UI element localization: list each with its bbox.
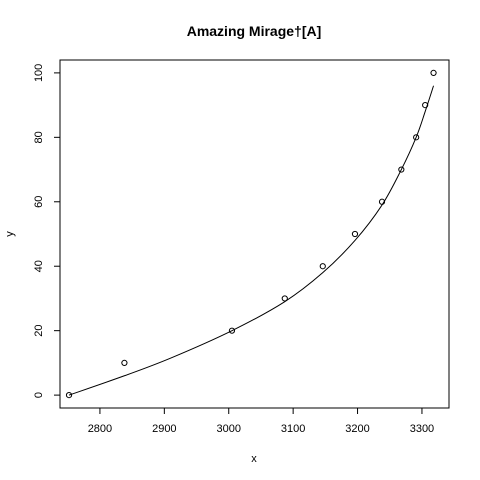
data-points: [65, 69, 437, 399]
chart-title: Amazing Mirage†[A]: [187, 23, 322, 39]
data-point: [422, 102, 429, 109]
data-point: [378, 198, 386, 205]
data-point: [228, 327, 236, 334]
data-point: [398, 166, 405, 173]
fit-curve: [68, 85, 435, 396]
x-axis-label: x: [251, 453, 257, 465]
x-tick-label: 3100: [281, 423, 305, 435]
y-tick-label: 60: [33, 196, 45, 208]
data-point: [351, 230, 359, 238]
y-axis-label: y: [4, 231, 16, 237]
y-axis: 0 20 40 60 80 100: [33, 64, 60, 398]
x-tick-label: 2800: [88, 423, 112, 435]
data-point: [121, 359, 128, 366]
data-point: [281, 295, 288, 302]
x-tick-label: 3300: [410, 423, 434, 435]
y-tick-label: 0: [33, 392, 45, 398]
y-tick-label: 40: [33, 260, 45, 272]
y-tick-label: 20: [33, 325, 45, 337]
y-tick-label: 100: [33, 64, 45, 82]
x-tick-label: 3000: [216, 423, 240, 435]
x-axis: 2800 2900 3000 3100 3200 3300: [88, 408, 434, 435]
x-tick-label: 3200: [345, 423, 369, 435]
data-point: [430, 69, 437, 76]
plot-frame: [59, 59, 450, 409]
data-point: [413, 134, 420, 141]
y-tick-label: 80: [33, 131, 45, 143]
data-point: [65, 392, 73, 399]
x-tick-label: 2900: [152, 423, 176, 435]
data-point: [319, 263, 326, 270]
